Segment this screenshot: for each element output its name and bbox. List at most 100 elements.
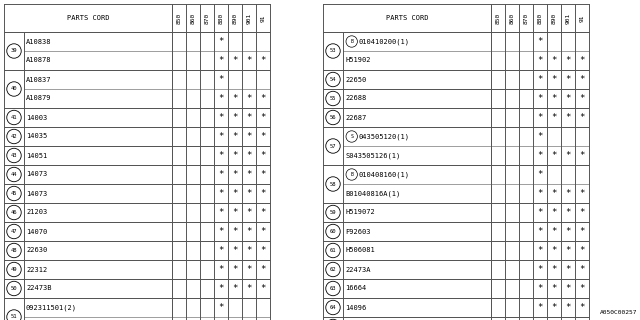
- Text: PARTS CORD: PARTS CORD: [386, 15, 428, 21]
- Text: 46: 46: [11, 210, 17, 215]
- Text: 40: 40: [11, 86, 17, 92]
- Text: A10879: A10879: [26, 95, 51, 101]
- Text: *: *: [579, 265, 585, 274]
- Text: *: *: [551, 246, 557, 255]
- Text: *: *: [246, 284, 252, 293]
- Text: *: *: [538, 246, 543, 255]
- Text: 901: 901: [246, 12, 252, 24]
- Text: 860: 860: [509, 12, 515, 24]
- Text: *: *: [579, 227, 585, 236]
- Text: *: *: [565, 246, 571, 255]
- Text: *: *: [538, 56, 543, 65]
- Text: *: *: [551, 265, 557, 274]
- Text: 39: 39: [11, 49, 17, 53]
- Text: 14035: 14035: [26, 133, 47, 140]
- Text: 61: 61: [330, 248, 336, 253]
- Text: *: *: [218, 56, 224, 65]
- Text: *: *: [565, 113, 571, 122]
- Text: *: *: [232, 94, 237, 103]
- Text: *: *: [538, 265, 543, 274]
- Text: *: *: [232, 56, 237, 65]
- Text: *: *: [260, 227, 266, 236]
- Text: *: *: [551, 56, 557, 65]
- Text: 50: 50: [11, 286, 17, 291]
- Text: *: *: [218, 132, 224, 141]
- Text: *: *: [260, 284, 266, 293]
- Text: *: *: [579, 208, 585, 217]
- Text: 14003: 14003: [26, 115, 47, 121]
- Text: *: *: [246, 113, 252, 122]
- Text: *: *: [260, 208, 266, 217]
- Text: A10838: A10838: [26, 38, 51, 44]
- Text: 45: 45: [11, 191, 17, 196]
- Text: 55: 55: [330, 96, 336, 101]
- Text: F92603: F92603: [345, 228, 371, 235]
- Text: *: *: [218, 303, 224, 312]
- Text: *: *: [218, 37, 224, 46]
- Text: *: *: [579, 56, 585, 65]
- Text: *: *: [538, 227, 543, 236]
- Text: 22473B: 22473B: [26, 285, 51, 292]
- Text: PARTS CORD: PARTS CORD: [67, 15, 109, 21]
- Text: *: *: [232, 265, 237, 274]
- Text: *: *: [565, 56, 571, 65]
- Text: *: *: [260, 132, 266, 141]
- Text: 56: 56: [330, 115, 336, 120]
- Text: *: *: [565, 208, 571, 217]
- Text: *: *: [246, 227, 252, 236]
- Text: 62: 62: [330, 267, 336, 272]
- Text: 22687: 22687: [345, 115, 366, 121]
- Text: 043505120(1): 043505120(1): [358, 133, 410, 140]
- Text: *: *: [538, 284, 543, 293]
- Text: *: *: [218, 227, 224, 236]
- Text: *: *: [538, 94, 543, 103]
- Text: *: *: [551, 151, 557, 160]
- Text: *: *: [579, 75, 585, 84]
- Text: *: *: [538, 208, 543, 217]
- Text: 51: 51: [11, 315, 17, 319]
- Text: 58: 58: [330, 181, 336, 187]
- Text: *: *: [579, 94, 585, 103]
- Text: 49: 49: [11, 267, 17, 272]
- Text: 22473A: 22473A: [345, 267, 371, 273]
- Text: 91: 91: [579, 14, 584, 22]
- Text: 092311501(2): 092311501(2): [26, 304, 77, 311]
- Text: 22688: 22688: [345, 95, 366, 101]
- Text: *: *: [218, 113, 224, 122]
- Text: *: *: [538, 170, 543, 179]
- Text: 010408160(1): 010408160(1): [358, 171, 410, 178]
- Text: *: *: [246, 56, 252, 65]
- Text: 53: 53: [330, 49, 336, 53]
- Text: *: *: [218, 208, 224, 217]
- Text: *: *: [232, 113, 237, 122]
- Text: *: *: [579, 113, 585, 122]
- Text: A10878: A10878: [26, 58, 51, 63]
- Text: *: *: [579, 284, 585, 293]
- Text: *: *: [538, 151, 543, 160]
- Text: 21203: 21203: [26, 210, 47, 215]
- Text: H506081: H506081: [345, 247, 375, 253]
- Text: B: B: [350, 39, 353, 44]
- Text: 59: 59: [330, 210, 336, 215]
- Text: *: *: [246, 132, 252, 141]
- Text: *: *: [246, 208, 252, 217]
- Text: B01040816A(1): B01040816A(1): [345, 190, 400, 197]
- Text: 860: 860: [191, 12, 195, 24]
- Text: 850: 850: [495, 12, 500, 24]
- Text: *: *: [232, 227, 237, 236]
- Text: *: *: [538, 113, 543, 122]
- Text: *: *: [538, 75, 543, 84]
- Text: 14070: 14070: [26, 228, 47, 235]
- Text: *: *: [246, 246, 252, 255]
- Text: 91: 91: [260, 14, 266, 22]
- Text: 870: 870: [205, 12, 209, 24]
- Text: *: *: [551, 189, 557, 198]
- Text: *: *: [218, 170, 224, 179]
- Text: *: *: [538, 132, 543, 141]
- Text: *: *: [260, 189, 266, 198]
- Text: *: *: [232, 151, 237, 160]
- Text: *: *: [538, 303, 543, 312]
- Text: 14096: 14096: [345, 305, 366, 310]
- Text: *: *: [218, 246, 224, 255]
- Text: *: *: [551, 227, 557, 236]
